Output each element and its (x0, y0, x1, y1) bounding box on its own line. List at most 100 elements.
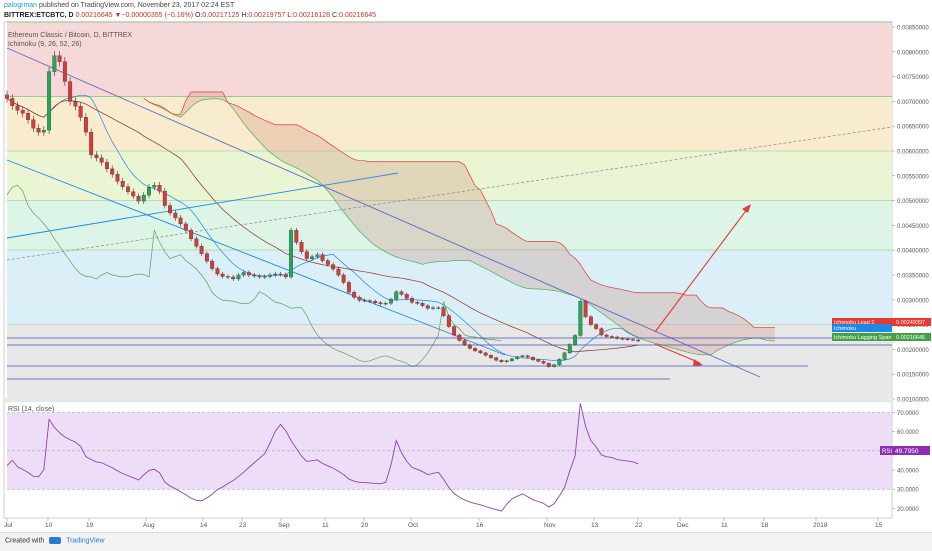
rsi-tick-label: 60.0000 (897, 430, 919, 436)
price-tick-label: 0.00100000 (897, 398, 929, 404)
time-tick-label: Oct (408, 522, 418, 529)
candle-body (136, 195, 141, 202)
candle-body (89, 131, 94, 156)
rsi-axis[interactable]: 70.000060.000050.000040.000030.000020.00… (892, 411, 919, 513)
symbol-label: BITTREX:ETCBTC, D (4, 12, 74, 19)
candle-body (446, 315, 451, 327)
candle-body (31, 119, 36, 129)
candle-body (278, 273, 283, 275)
candle-body (478, 350, 483, 354)
ichimoku-cloud (143, 92, 775, 355)
candle-body (57, 55, 62, 62)
candle-body (341, 274, 346, 283)
time-tick-label: 11 (322, 522, 329, 529)
candle-body (362, 300, 367, 302)
price-chart[interactable]: 0.00850000 0.00800000 0.00750000 0.00700000… (0, 0, 932, 532)
trendline (6, 172, 399, 239)
rsi-tag-value: 49.7950 (895, 448, 919, 455)
candle-body (220, 273, 225, 277)
candle-body (126, 186, 130, 192)
candle-body (367, 300, 372, 302)
price-tag-value: 0.00249397 (896, 320, 925, 326)
candle-body (431, 307, 436, 309)
candle-body (210, 260, 215, 269)
legend-indicator: Ichimoku (9, 26, 52, 26) (8, 41, 82, 48)
candle-body (152, 185, 157, 188)
candle-body (15, 105, 20, 111)
rsi-tag: RSI 49.7950 (880, 446, 930, 455)
tradingview-logo-icon (49, 537, 62, 544)
candle-body (573, 335, 578, 345)
candle-body (410, 298, 414, 303)
time-tick-label: 11 (721, 522, 728, 529)
fib-band (7, 324, 892, 399)
time-tick-label: Jul (4, 522, 13, 529)
candle-body (36, 128, 41, 133)
candle-body (241, 272, 246, 276)
price-change: ▼−0.00000355 (−0.16%) (114, 12, 194, 19)
price-tick-label: 0.00500000 (897, 199, 929, 205)
rsi-line (6, 403, 639, 512)
candle-body (252, 274, 257, 277)
candle-body (204, 253, 209, 262)
trendline (6, 126, 893, 261)
candle-body (120, 181, 125, 187)
close-value: 0.00216645 (339, 12, 377, 19)
candle-body (131, 191, 136, 197)
candle-body (373, 301, 378, 303)
candle-body (268, 274, 272, 277)
candle-body (346, 282, 351, 293)
lead2-line (143, 91, 775, 328)
rsi-band (7, 412, 892, 490)
trend-drawings (6, 47, 893, 380)
candle-body (520, 355, 525, 357)
rsi-tag-value-bg (892, 446, 930, 455)
price-tick-label: 0.00850000 (897, 25, 929, 31)
price-tag-value: 0.00216645 (896, 335, 925, 341)
price-tag-label: Ichimoku Lead 2 (834, 320, 874, 326)
candle-body (536, 359, 541, 362)
candle-body (452, 326, 457, 336)
rsi-legend: RSI (14, close) (8, 406, 54, 413)
candle-body (525, 355, 530, 358)
time-tick-label: 22 (635, 522, 643, 529)
candle-body (483, 352, 488, 356)
candle-body (52, 55, 57, 72)
candle-body (141, 194, 146, 202)
candle-body (620, 338, 625, 340)
candle-body (178, 217, 183, 225)
candle-body (310, 256, 315, 259)
high-value: 0.00219757 (248, 12, 286, 19)
projection-arrowhead (742, 204, 751, 213)
candle-body (352, 292, 357, 298)
candle-body (531, 357, 535, 360)
time-tick-label: Nov (544, 522, 556, 529)
time-tick-label: Sep (278, 522, 290, 529)
legend-title: Ethereum Classic / Bitcoin, D, BITTREX (8, 32, 132, 39)
tradingview-link[interactable]: TradingView (66, 537, 105, 545)
candle-body (262, 276, 267, 278)
candle-body (10, 98, 15, 106)
candle-body (457, 334, 462, 341)
candle-body (594, 324, 599, 329)
price-tick-label: 0.00350000 (897, 273, 929, 279)
fib-band (7, 22, 892, 97)
price-tick-label: 0.00600000 (897, 149, 929, 155)
published-text: published on TradingView.com, November 2… (39, 2, 235, 9)
time-axis[interactable]: Jul 10 19 Aug 14 23 Sep 11 20 Oct 16 Nov 13 22 Dec 11 18… (4, 518, 883, 529)
low-value: 0.00216128 (293, 12, 331, 19)
candle-body (315, 254, 320, 257)
candle-body (546, 363, 551, 367)
candle-body (231, 276, 236, 280)
candle-body (320, 254, 325, 261)
price-axis[interactable]: 0.00850000 0.00800000 0.00750000 0.00700000… (892, 25, 929, 404)
fib-band (7, 96, 892, 151)
candle-body (609, 336, 614, 338)
rsi-tick-label: 30.0000 (897, 488, 919, 494)
candle-body (473, 348, 478, 352)
candle-body (168, 205, 173, 214)
publisher-link[interactable]: palogrman (4, 2, 38, 9)
candle-body (567, 344, 572, 354)
candle-body (236, 274, 241, 280)
open-label: O: (195, 12, 203, 19)
